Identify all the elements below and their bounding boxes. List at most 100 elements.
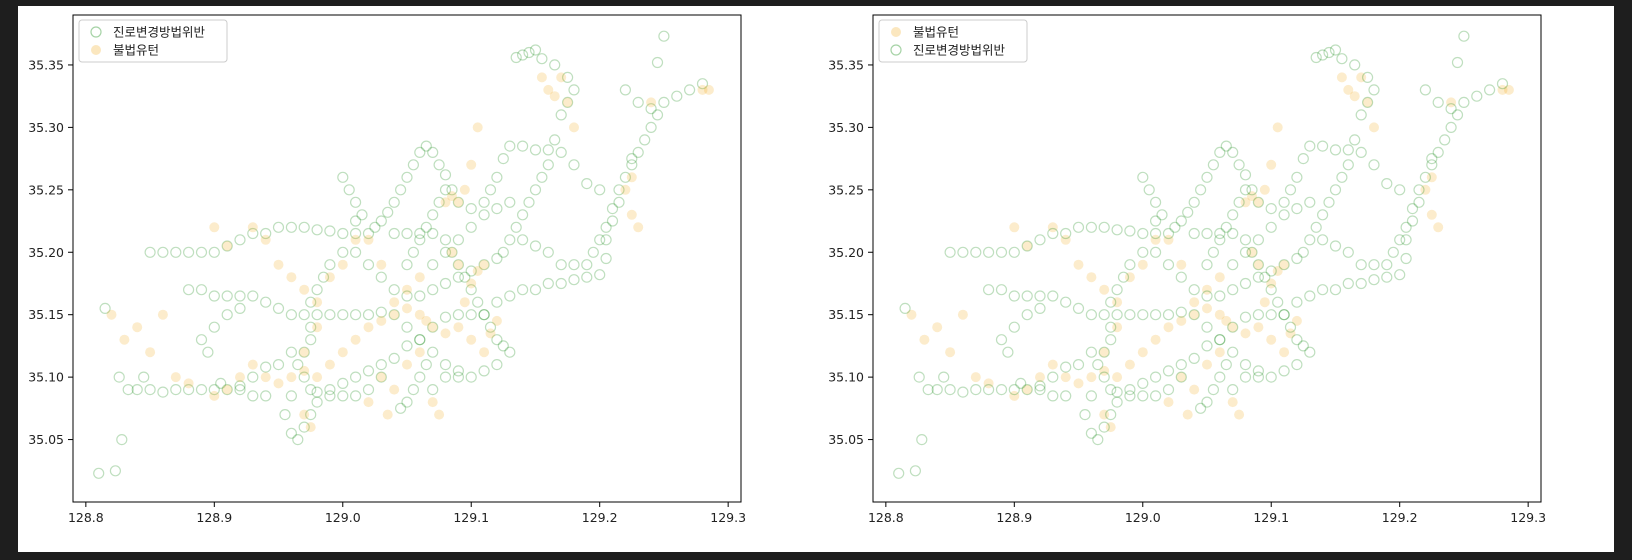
data-point — [1207, 159, 1219, 171]
data-point — [1361, 71, 1374, 84]
data-point — [561, 71, 574, 84]
data-point — [1189, 297, 1200, 308]
data-point — [324, 359, 335, 370]
data-point — [337, 171, 349, 183]
data-point — [208, 321, 220, 333]
data-point — [1060, 372, 1071, 383]
data-point — [1458, 30, 1470, 42]
data-point — [491, 252, 503, 265]
data-point — [1329, 44, 1342, 56]
data-point — [536, 171, 548, 183]
data-point — [144, 246, 156, 258]
data-point — [1176, 315, 1187, 326]
data-point — [1356, 72, 1367, 83]
data-point — [517, 49, 529, 61]
data-point — [1446, 97, 1457, 108]
data-point — [350, 227, 362, 240]
data-point — [1227, 209, 1239, 221]
data-point — [1201, 227, 1213, 240]
data-point — [453, 322, 464, 333]
data-point — [1137, 309, 1149, 321]
data-point — [696, 78, 709, 90]
data-point — [1317, 284, 1329, 296]
data-point — [1008, 384, 1020, 396]
data-point — [1195, 402, 1207, 414]
data-point — [938, 371, 950, 383]
data-point — [465, 309, 477, 321]
data-point — [1227, 346, 1239, 358]
data-point — [1368, 274, 1380, 286]
data-point — [1349, 134, 1361, 146]
data-point — [375, 306, 387, 318]
x-tick-label: 128.8 — [68, 510, 104, 525]
data-point — [337, 227, 349, 240]
data-point — [491, 334, 503, 346]
data-point — [626, 153, 638, 165]
data-point — [305, 422, 316, 433]
data-point — [1291, 252, 1303, 265]
data-point — [388, 227, 400, 240]
chart-left: 128.8 128.9 129.0 129.1 129.2 129.3 35.05 35.10… — [18, 6, 814, 556]
data-point — [543, 84, 554, 95]
data-point — [523, 46, 535, 59]
data-point — [1503, 84, 1514, 95]
data-point — [1432, 96, 1444, 109]
data-point — [1188, 227, 1200, 240]
data-point — [1387, 246, 1399, 258]
data-point — [529, 240, 542, 252]
data-point — [549, 59, 561, 71]
data-point — [1369, 122, 1379, 133]
data-point — [1253, 322, 1264, 333]
data-point — [1009, 390, 1020, 401]
data-point — [1124, 225, 1136, 237]
data-point — [459, 271, 471, 283]
data-point — [1150, 390, 1162, 402]
data-point — [491, 203, 503, 215]
data-point — [407, 246, 419, 258]
data-point — [1291, 315, 1302, 326]
data-point — [452, 259, 464, 271]
data-point — [221, 240, 233, 252]
data-point — [324, 384, 336, 396]
data-point — [208, 384, 220, 396]
data-point — [420, 140, 432, 152]
data-point — [1008, 321, 1020, 333]
data-point — [995, 284, 1008, 296]
data-point — [1034, 384, 1046, 396]
data-point — [1227, 284, 1239, 296]
data-point — [1394, 269, 1406, 281]
data-point — [1317, 209, 1329, 221]
data-point — [510, 51, 522, 64]
data-point — [1349, 59, 1361, 71]
data-point — [93, 467, 105, 479]
data-point — [1220, 221, 1232, 233]
data-point — [504, 346, 516, 358]
data-point — [909, 465, 922, 477]
data-point — [247, 390, 259, 402]
data-point — [388, 196, 400, 208]
data-point — [1265, 371, 1277, 383]
legend-marker — [891, 27, 901, 37]
data-point — [113, 371, 125, 383]
data-point — [376, 372, 387, 383]
data-point — [260, 390, 272, 402]
data-point — [1201, 290, 1213, 302]
data-point — [536, 72, 547, 83]
data-point — [452, 271, 464, 283]
data-point — [1143, 184, 1155, 196]
data-point — [465, 203, 477, 215]
data-point — [414, 290, 426, 302]
data-point — [1047, 390, 1059, 402]
data-point — [1034, 234, 1046, 246]
data-point — [1124, 384, 1136, 396]
data-point — [1021, 240, 1033, 252]
data-point — [234, 290, 246, 302]
data-point — [389, 384, 400, 395]
data-point — [1227, 321, 1239, 333]
data-point — [1098, 346, 1110, 358]
data-point — [581, 271, 593, 283]
data-point — [427, 146, 439, 158]
data-point — [1188, 352, 1200, 364]
data-point — [1162, 384, 1175, 396]
